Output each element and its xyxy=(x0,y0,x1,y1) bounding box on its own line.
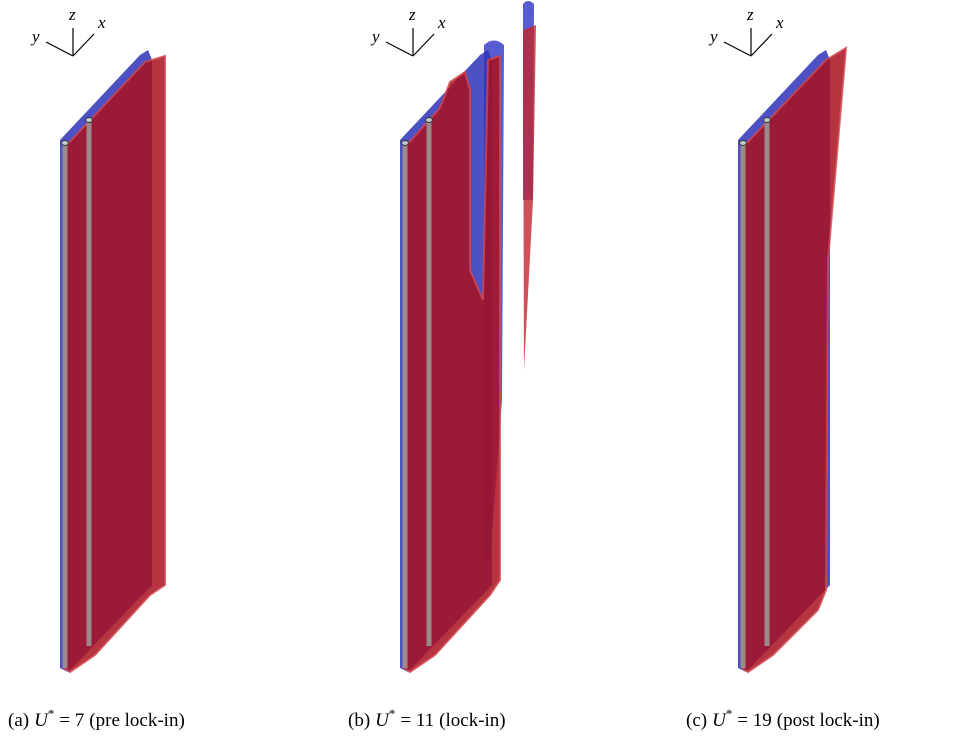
panel: zyx(b)U*= 11(lock-in) xyxy=(348,1,536,731)
y-axis xyxy=(46,42,73,56)
x-label: x xyxy=(437,13,446,32)
caption-relation: = 19 xyxy=(737,710,771,731)
rod-top xyxy=(426,118,433,123)
caption-superscript: * xyxy=(726,706,733,721)
axis-triad xyxy=(46,28,94,56)
caption: (b)U*= 11(lock-in) xyxy=(348,706,506,731)
caption: (a)U*= 7(pre lock-in) xyxy=(8,706,185,731)
z-label: z xyxy=(746,5,754,24)
caption-relation: = 11 xyxy=(400,710,434,731)
rod-top xyxy=(402,141,409,146)
axis-triad xyxy=(724,28,772,56)
z-label: z xyxy=(408,5,416,24)
panel: zyx(c)U*= 19(post lock-in) xyxy=(686,5,880,731)
caption-label: (a) xyxy=(8,710,29,731)
x-axis xyxy=(751,34,772,56)
y-axis xyxy=(386,42,413,56)
red-surface xyxy=(64,56,165,672)
caption-superscript: * xyxy=(389,706,396,721)
caption-note: (lock-in) xyxy=(439,710,505,731)
caption-label: (c) xyxy=(686,710,707,731)
x-axis xyxy=(73,34,94,56)
red-surface xyxy=(742,48,846,672)
caption-superscript: * xyxy=(48,706,55,721)
rod-top xyxy=(740,141,747,146)
rod-top xyxy=(62,141,69,146)
rod-top xyxy=(86,118,93,123)
caption-note: (pre lock-in) xyxy=(89,710,184,731)
caption-label: (b) xyxy=(348,710,370,731)
axis-triad xyxy=(386,28,434,56)
caption-note: (post lock-in) xyxy=(777,710,880,731)
y-label: y xyxy=(370,27,380,46)
y-axis xyxy=(724,42,751,56)
z-label: z xyxy=(68,5,76,24)
caption-relation: = 7 xyxy=(59,710,84,731)
rod-top xyxy=(764,118,771,123)
x-axis xyxy=(413,34,434,56)
panel: zyx(a)U*= 7(pre lock-in) xyxy=(8,5,185,731)
x-label: x xyxy=(775,13,784,32)
caption: (c)U*= 19(post lock-in) xyxy=(686,706,880,731)
x-label: x xyxy=(97,13,106,32)
y-label: y xyxy=(708,27,718,46)
y-label: y xyxy=(30,27,40,46)
red-wake xyxy=(523,25,536,370)
figure: zyx(a)U*= 7(pre lock-in)zyx(b)U*= 11(loc… xyxy=(0,0,957,743)
